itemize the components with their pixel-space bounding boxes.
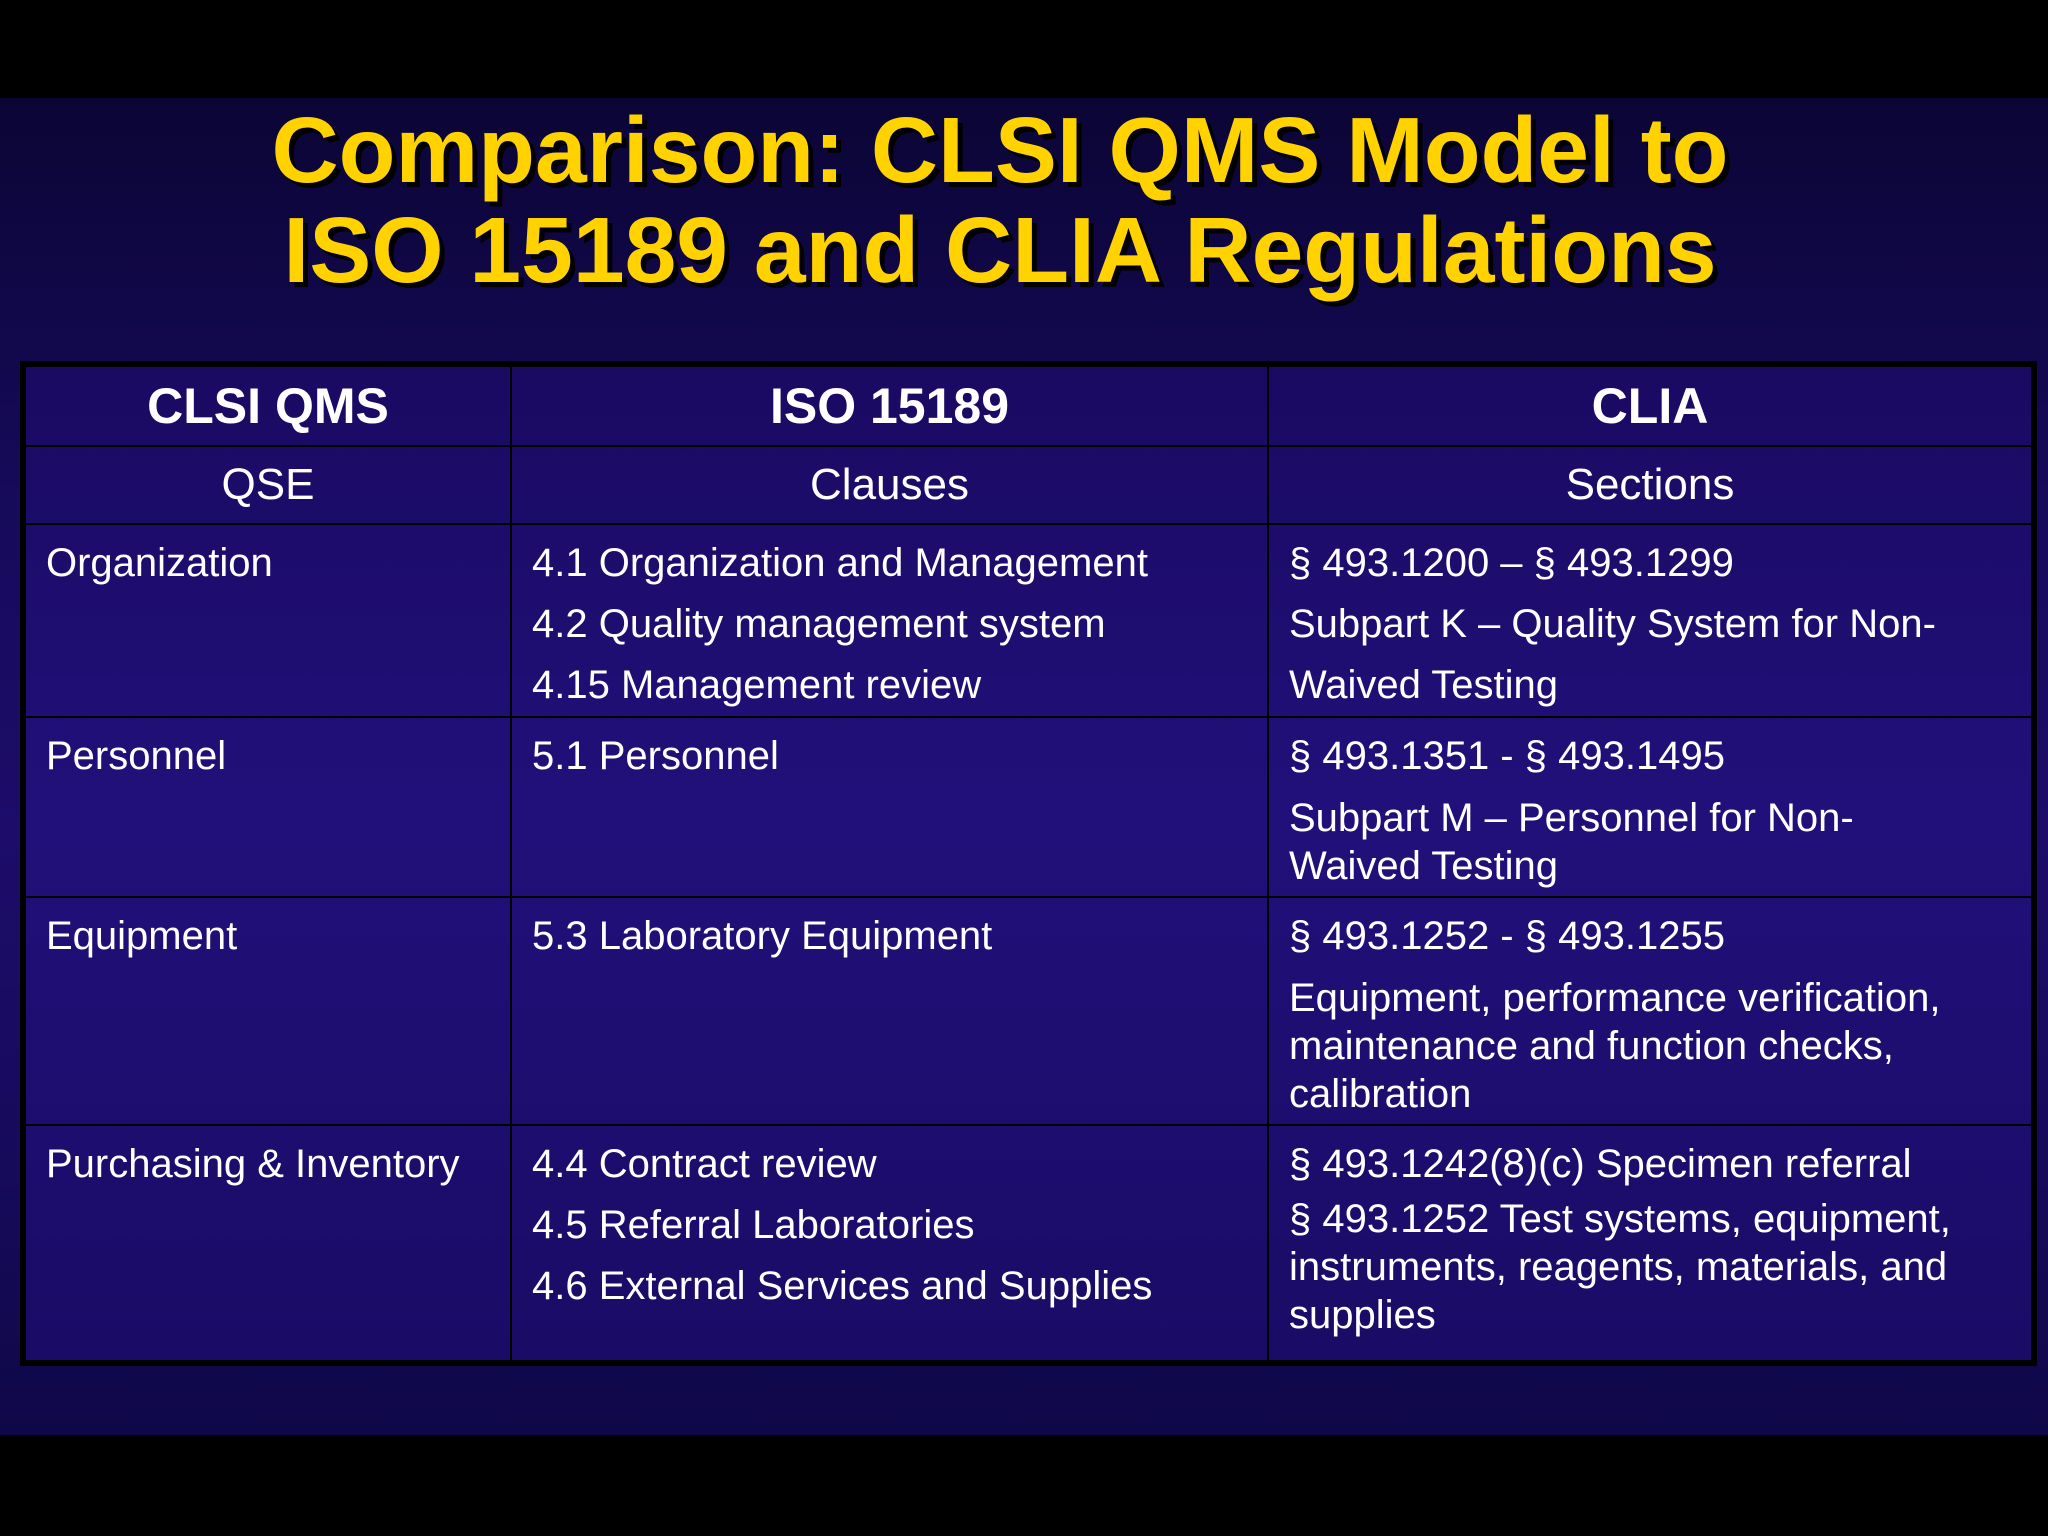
- qse-label: Purchasing & Inventory: [46, 1142, 460, 1186]
- clauses-cell: 4.1 Organization and Management 4.2 Qual…: [510, 523, 1269, 718]
- section-item: § 493.1351 - § 493.1495: [1289, 734, 1725, 778]
- clause-item: 4.1 Organization and Management: [532, 541, 1148, 585]
- qse-label: Equipment: [46, 914, 238, 958]
- clauses-cell: 4.4 Contract review 4.5 Referral Laborat…: [510, 1124, 1269, 1364]
- sections-cell: § 493.1252 - § 493.1255 Equipment, perfo…: [1267, 896, 2035, 1126]
- subheader-sections: Sections: [1267, 445, 2035, 525]
- clause-item: 4.2 Quality management system: [532, 602, 1106, 646]
- table-row: Personnel 5.1 Personnel § 493.1351 - § 4…: [22, 716, 2035, 898]
- table-row: Organization 4.1 Organization and Manage…: [22, 523, 2035, 718]
- clause-item: 4.6 External Services and Supplies: [532, 1264, 1153, 1308]
- slide: Comparison: CLSI QMS Model to ISO 15189 …: [0, 98, 2048, 1435]
- slide-title: Comparison: CLSI QMS Model to ISO 15189 …: [0, 98, 2000, 300]
- qse-cell: Organization: [22, 523, 512, 718]
- header-clsi-qms: CLSI QMS: [22, 363, 512, 447]
- title-line-1: Comparison: CLSI QMS Model to: [271, 98, 1729, 202]
- sections-cell: § 493.1351 - § 493.1495 Subpart M – Pers…: [1267, 716, 2035, 898]
- header-clia: CLIA: [1267, 363, 2035, 447]
- clause-item: 5.1 Personnel: [532, 734, 779, 778]
- qse-cell: Purchasing & Inventory: [22, 1124, 512, 1364]
- section-item: Subpart K – Quality System for Non-: [1289, 602, 1936, 646]
- clause-item: 4.15 Management review: [532, 663, 982, 707]
- clause-item: 4.4 Contract review: [532, 1142, 877, 1186]
- qse-cell: Equipment: [22, 896, 512, 1126]
- sections-cell: § 493.1200 – § 493.1299 Subpart K – Qual…: [1267, 523, 2035, 718]
- section-item: Waived Testing: [1289, 663, 1559, 707]
- table-row: Equipment 5.3 Laboratory Equipment § 493…: [22, 896, 2035, 1126]
- header-iso-15189: ISO 15189: [510, 363, 1269, 447]
- qse-label: Organization: [46, 541, 273, 585]
- subheader-qse: QSE: [22, 445, 512, 525]
- section-item: § 493.1242(8)(c) Specimen referral: [1289, 1142, 1912, 1186]
- sections-cell: § 493.1242(8)(c) Specimen referral § 493…: [1267, 1124, 2035, 1364]
- subheader-clauses: Clauses: [510, 445, 1269, 525]
- clauses-cell: 5.3 Laboratory Equipment: [510, 896, 1269, 1126]
- table-row: Purchasing & Inventory 4.4 Contract revi…: [22, 1124, 2035, 1364]
- header-row: CLSI QMS ISO 15189 CLIA: [22, 363, 2035, 447]
- section-item: Subpart M – Personnel for Non-Waived Tes…: [1289, 796, 1854, 888]
- qse-cell: Personnel: [22, 716, 512, 898]
- section-item: § 493.1252 - § 493.1255: [1289, 914, 1725, 958]
- letterbox-bottom: [0, 1435, 2048, 1536]
- section-item: § 493.1200 – § 493.1299: [1289, 541, 1734, 585]
- title-line-2: ISO 15189 and CLIA Regulations: [283, 198, 1717, 302]
- subheader-row: QSE Clauses Sections: [22, 445, 2035, 525]
- section-item: § 493.1252 Test systems, equipment, inst…: [1289, 1197, 1951, 1337]
- section-item: Equipment, performance verification, mai…: [1289, 976, 1941, 1116]
- clause-item: 4.5 Referral Laboratories: [532, 1203, 975, 1247]
- comparison-table: CLSI QMS ISO 15189 CLIA QSE Clauses Sect…: [20, 361, 2037, 1366]
- qse-label: Personnel: [46, 734, 227, 778]
- clause-item: 5.3 Laboratory Equipment: [532, 914, 993, 958]
- letterbox-top: [0, 0, 2048, 98]
- clauses-cell: 5.1 Personnel: [510, 716, 1269, 898]
